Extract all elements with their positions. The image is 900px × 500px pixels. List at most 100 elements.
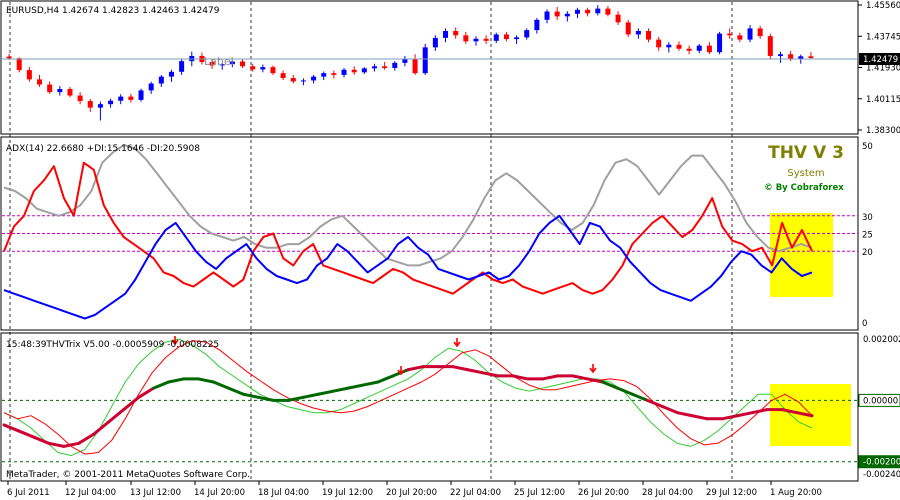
candle-body bbox=[808, 56, 814, 59]
trix-scale-label: 0.002002 bbox=[863, 335, 900, 345]
trix-main-segment bbox=[601, 380, 619, 390]
trix-main-segment bbox=[301, 392, 320, 399]
trix-signal-arrows bbox=[171, 336, 597, 376]
time-label: 14 Jul 20:00 bbox=[194, 488, 245, 498]
candle-body bbox=[635, 30, 641, 35]
trix-fast-line bbox=[3, 338, 813, 457]
trix-main-segment bbox=[137, 386, 156, 399]
trix-main-segment bbox=[17, 429, 36, 439]
candle-body bbox=[483, 38, 489, 41]
candle-body bbox=[148, 83, 154, 91]
trix-main-segment bbox=[2, 423, 21, 433]
candle-body bbox=[798, 56, 804, 60]
trix-main-segment bbox=[750, 408, 769, 415]
trix-main-segment bbox=[316, 389, 335, 396]
adx-highlight-box bbox=[770, 213, 833, 297]
candle-body bbox=[554, 11, 560, 17]
trix-main-segment bbox=[615, 386, 634, 396]
trix-main-segment bbox=[152, 380, 171, 390]
candle-body bbox=[656, 39, 662, 48]
adx-scale: 50 30 25 20 0 bbox=[862, 142, 873, 329]
candle-body bbox=[300, 80, 306, 82]
down-arrow-icon bbox=[171, 336, 179, 346]
trix-scale-label: 0.00000 bbox=[863, 396, 898, 406]
candle-body bbox=[26, 70, 32, 80]
candle-body bbox=[524, 30, 530, 38]
trix-main-segment bbox=[241, 392, 260, 399]
candle-body bbox=[402, 58, 408, 63]
time-label: 6 Jul 2011 bbox=[7, 488, 50, 498]
trix-signal-line bbox=[3, 340, 813, 455]
time-label: 18 Jul 04:00 bbox=[258, 488, 309, 498]
trix-main-segment bbox=[211, 380, 230, 390]
candle-body bbox=[473, 38, 479, 42]
trix-lines bbox=[2, 338, 814, 457]
trix-main-segment bbox=[675, 411, 694, 418]
down-arrow-icon bbox=[397, 366, 405, 376]
candle-body bbox=[331, 73, 337, 75]
trix-main-segment bbox=[660, 405, 679, 415]
time-label: 13 Jul 12:00 bbox=[130, 488, 181, 498]
trix-main-segment bbox=[331, 386, 350, 393]
candle-body bbox=[97, 104, 103, 108]
trix-main-segment bbox=[32, 435, 51, 445]
trix-main-segment bbox=[47, 441, 66, 448]
candle-body bbox=[392, 62, 398, 69]
label-object[interactable]: Label bbox=[204, 55, 234, 68]
trix-main-segment bbox=[107, 408, 126, 424]
trix-main-segment bbox=[376, 374, 395, 384]
candle-body bbox=[686, 48, 692, 51]
trix-level-lines bbox=[2, 399, 858, 463]
trix-main-segment bbox=[167, 377, 186, 384]
trix-main-segment bbox=[541, 374, 560, 381]
price-panel[interactable] bbox=[0, 0, 859, 135]
trix-main-segment bbox=[406, 365, 425, 372]
price-tick-label: 1.45560 bbox=[866, 1, 900, 11]
trix-main-segment bbox=[511, 374, 530, 381]
trix-main-segment bbox=[586, 377, 605, 384]
candle-body bbox=[179, 61, 185, 72]
candle-body bbox=[595, 8, 601, 14]
candle-body bbox=[229, 61, 235, 65]
chart-title: EURUSD,H4 1.42674 1.42823 1.42463 1.4247… bbox=[6, 6, 220, 16]
candle-body bbox=[788, 54, 794, 60]
price-tick-label: 1.41930 bbox=[866, 64, 900, 74]
candle-body bbox=[574, 9, 580, 14]
candle-body bbox=[6, 56, 12, 59]
candle-body bbox=[767, 36, 773, 56]
trix-main-segment bbox=[780, 408, 799, 415]
adx-scale-label: 0 bbox=[862, 319, 867, 329]
trix-main-segment bbox=[77, 432, 96, 445]
candle-body bbox=[158, 76, 164, 84]
candle-body bbox=[696, 45, 702, 51]
candle-body bbox=[138, 90, 144, 100]
candle-body bbox=[777, 54, 783, 56]
trix-scale-label: -0.00200 bbox=[863, 458, 900, 468]
adx-scale-label: 25 bbox=[862, 231, 873, 241]
price-tick-label: 1.40115 bbox=[866, 95, 900, 105]
trix-title: 15:48:39THVTrix V5.00 -0.0005909 -0.0008… bbox=[6, 340, 219, 350]
trix-scale-label: -0.00240 bbox=[863, 470, 900, 480]
trix-main-segment bbox=[735, 411, 754, 418]
candle-body bbox=[128, 96, 134, 100]
candle-body bbox=[493, 34, 499, 41]
current-price-tag bbox=[859, 53, 900, 65]
candle-body bbox=[168, 71, 174, 77]
candle-body bbox=[453, 30, 459, 36]
time-label: 28 Jul 04:00 bbox=[642, 488, 693, 498]
candle-body bbox=[463, 35, 469, 42]
trix-panel[interactable] bbox=[0, 332, 859, 482]
candle-body bbox=[351, 69, 357, 73]
trix-main-segment bbox=[451, 365, 470, 372]
trix-main-segment bbox=[122, 395, 141, 412]
candle-body bbox=[646, 30, 652, 40]
candle-body bbox=[727, 33, 733, 36]
candle-body bbox=[615, 14, 621, 23]
down-arrow-icon bbox=[589, 364, 597, 374]
trix-main-segment bbox=[226, 386, 245, 396]
candle-body bbox=[676, 44, 682, 49]
adx-scale-label: 20 bbox=[862, 248, 873, 258]
candle-body bbox=[503, 34, 509, 40]
time-label: 25 Jul 12:00 bbox=[514, 488, 565, 498]
